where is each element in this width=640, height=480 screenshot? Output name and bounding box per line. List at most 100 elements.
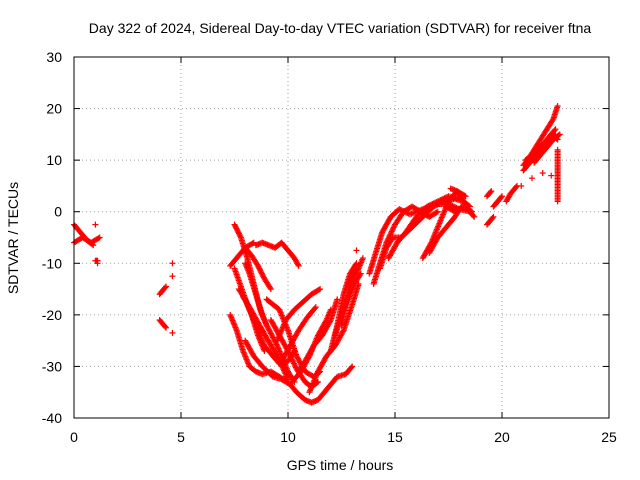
sample-point <box>162 284 169 291</box>
sample-point <box>553 135 560 142</box>
sample-point <box>386 232 393 239</box>
sample-point <box>353 260 360 267</box>
sample-point <box>295 262 302 269</box>
sample-point <box>290 359 297 366</box>
sample-point <box>273 341 280 348</box>
sample-point <box>425 202 432 209</box>
sample-point <box>432 199 439 206</box>
sample-point <box>556 131 563 138</box>
data-series <box>71 102 563 406</box>
axes: 0 5 10 15 20 25 -40 -30 -20 -10 0 10 20 30 <box>42 49 617 445</box>
sample-point <box>487 189 494 196</box>
sample-point <box>96 234 103 241</box>
sample-point <box>169 329 176 336</box>
sample-point <box>429 200 436 207</box>
plot-frame <box>73 56 610 419</box>
sample-point <box>388 228 395 235</box>
track-arc-w <box>295 296 341 375</box>
sample-point <box>433 209 440 216</box>
sample-point <box>428 201 435 208</box>
sample-point <box>94 260 101 267</box>
sample-point <box>169 273 176 280</box>
track-arc-as <box>554 146 561 205</box>
sample-point <box>528 175 535 182</box>
sample-point <box>499 193 505 200</box>
sample-point <box>513 184 520 191</box>
sample-point <box>390 225 397 232</box>
sample-point <box>353 247 360 254</box>
sample-point <box>334 296 341 303</box>
sample-point <box>315 286 322 293</box>
y-tick-label: -10 <box>42 255 62 271</box>
sample-point <box>434 198 441 205</box>
track-arc-s <box>285 363 356 406</box>
sample-point <box>249 240 256 247</box>
x-axis-label: GPS time / hours <box>287 457 394 473</box>
sample-point <box>288 356 295 363</box>
sample-point <box>288 354 295 361</box>
sample-point <box>427 240 434 247</box>
sample-point <box>359 255 366 262</box>
sample-point <box>353 265 360 272</box>
sample-point <box>438 196 445 203</box>
sample-point <box>436 197 443 204</box>
sample-point <box>311 305 318 312</box>
y-tick-label: 20 <box>46 101 62 117</box>
sample-point <box>488 188 495 195</box>
sample-point <box>424 203 431 210</box>
sample-point <box>263 322 270 329</box>
track-arc-p <box>242 244 274 293</box>
sample-point <box>291 361 298 368</box>
sample-point <box>396 206 403 213</box>
sample-point <box>267 284 274 291</box>
x-tick-label: 5 <box>177 429 185 445</box>
sample-point <box>312 304 319 311</box>
sample-point <box>437 197 444 204</box>
sample-point <box>551 127 558 134</box>
track-arc-ai <box>447 185 478 220</box>
track-arc-af <box>385 193 463 262</box>
sample-point <box>462 193 469 200</box>
track-arc-at <box>522 131 561 164</box>
sample-point <box>554 198 561 205</box>
track-arc-ak <box>484 188 495 200</box>
track-arc-m <box>242 260 270 329</box>
y-tick-label: 10 <box>46 152 62 168</box>
sample-point <box>388 229 395 236</box>
track-arc-ab <box>344 265 360 287</box>
sample-point <box>552 126 559 133</box>
sample-point <box>92 221 99 228</box>
sample-point <box>387 231 394 238</box>
track-arc-am <box>490 193 505 210</box>
sample-point <box>348 364 355 371</box>
y-tick-label: -30 <box>42 358 62 374</box>
sample-point <box>95 235 102 242</box>
track-arc-y <box>327 260 360 354</box>
y-tick-label: 0 <box>54 204 62 220</box>
y-tick-label: -20 <box>42 307 62 323</box>
sample-point <box>289 357 296 364</box>
x-tick-label: 15 <box>387 429 403 445</box>
sample-point <box>162 323 169 330</box>
sample-point <box>169 260 176 267</box>
sample-point <box>548 172 555 179</box>
isolated-points <box>92 170 555 336</box>
y-tick-label: -40 <box>42 410 62 426</box>
sample-point <box>490 213 497 220</box>
sample-point <box>433 199 440 206</box>
x-tick-label: 10 <box>280 429 296 445</box>
sample-point <box>267 286 274 293</box>
sample-point <box>163 324 170 331</box>
sample-point <box>554 136 561 143</box>
sample-point <box>163 283 170 290</box>
sample-point <box>430 200 437 207</box>
sample-point <box>349 363 356 370</box>
track-arc-d <box>156 283 170 298</box>
track-arc-o <box>252 239 302 269</box>
sample-point <box>518 182 525 189</box>
y-axis-label: SDTVAR / TECUs <box>5 182 21 294</box>
sample-point <box>470 212 477 219</box>
x-tick-label: 0 <box>70 429 78 445</box>
sample-point <box>237 233 244 240</box>
